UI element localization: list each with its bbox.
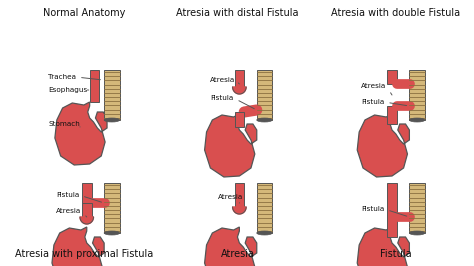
Bar <box>90 70 100 102</box>
Ellipse shape <box>410 231 425 235</box>
Bar <box>235 70 244 87</box>
Ellipse shape <box>257 118 272 122</box>
Text: Atresia: Atresia <box>361 83 392 95</box>
Ellipse shape <box>257 231 272 235</box>
Bar <box>257 70 272 120</box>
Bar <box>235 183 244 207</box>
Polygon shape <box>55 102 107 165</box>
Polygon shape <box>205 114 257 177</box>
Text: Fistula: Fistula <box>380 249 411 259</box>
Ellipse shape <box>104 118 119 122</box>
Text: Fistula: Fistula <box>361 206 407 216</box>
Bar <box>387 70 397 84</box>
Polygon shape <box>80 217 93 224</box>
Bar <box>387 106 397 124</box>
Bar <box>104 70 119 120</box>
Text: Atresia with proximal Fistula: Atresia with proximal Fistula <box>15 249 153 259</box>
Polygon shape <box>205 227 257 266</box>
Text: Fistula: Fistula <box>361 99 407 106</box>
Text: Atresia: Atresia <box>220 249 255 259</box>
Text: Fistula: Fistula <box>56 192 101 202</box>
Text: Atresia with distal Fistula: Atresia with distal Fistula <box>176 8 299 18</box>
Polygon shape <box>52 227 104 266</box>
Text: Esophagus: Esophagus <box>48 87 89 93</box>
Bar <box>387 183 397 237</box>
Text: Atresia: Atresia <box>56 208 87 217</box>
Polygon shape <box>233 207 246 214</box>
Ellipse shape <box>410 118 425 122</box>
Text: Stomach: Stomach <box>48 121 80 127</box>
Polygon shape <box>357 114 410 177</box>
Text: Normal Anatomy: Normal Anatomy <box>43 8 125 18</box>
Bar <box>410 183 425 233</box>
Text: Trachea: Trachea <box>48 74 100 80</box>
Bar <box>235 112 244 127</box>
Bar <box>257 183 272 233</box>
Bar <box>104 183 119 233</box>
Bar <box>82 183 91 203</box>
Ellipse shape <box>104 231 119 235</box>
Text: Atresia: Atresia <box>218 194 243 203</box>
Text: Fistula: Fistula <box>210 95 254 109</box>
Text: Atresia: Atresia <box>210 77 239 84</box>
Polygon shape <box>357 227 410 266</box>
Bar <box>410 70 425 120</box>
Bar <box>82 203 91 217</box>
Text: Atresia with double Fistula: Atresia with double Fistula <box>331 8 460 18</box>
Polygon shape <box>233 87 246 94</box>
